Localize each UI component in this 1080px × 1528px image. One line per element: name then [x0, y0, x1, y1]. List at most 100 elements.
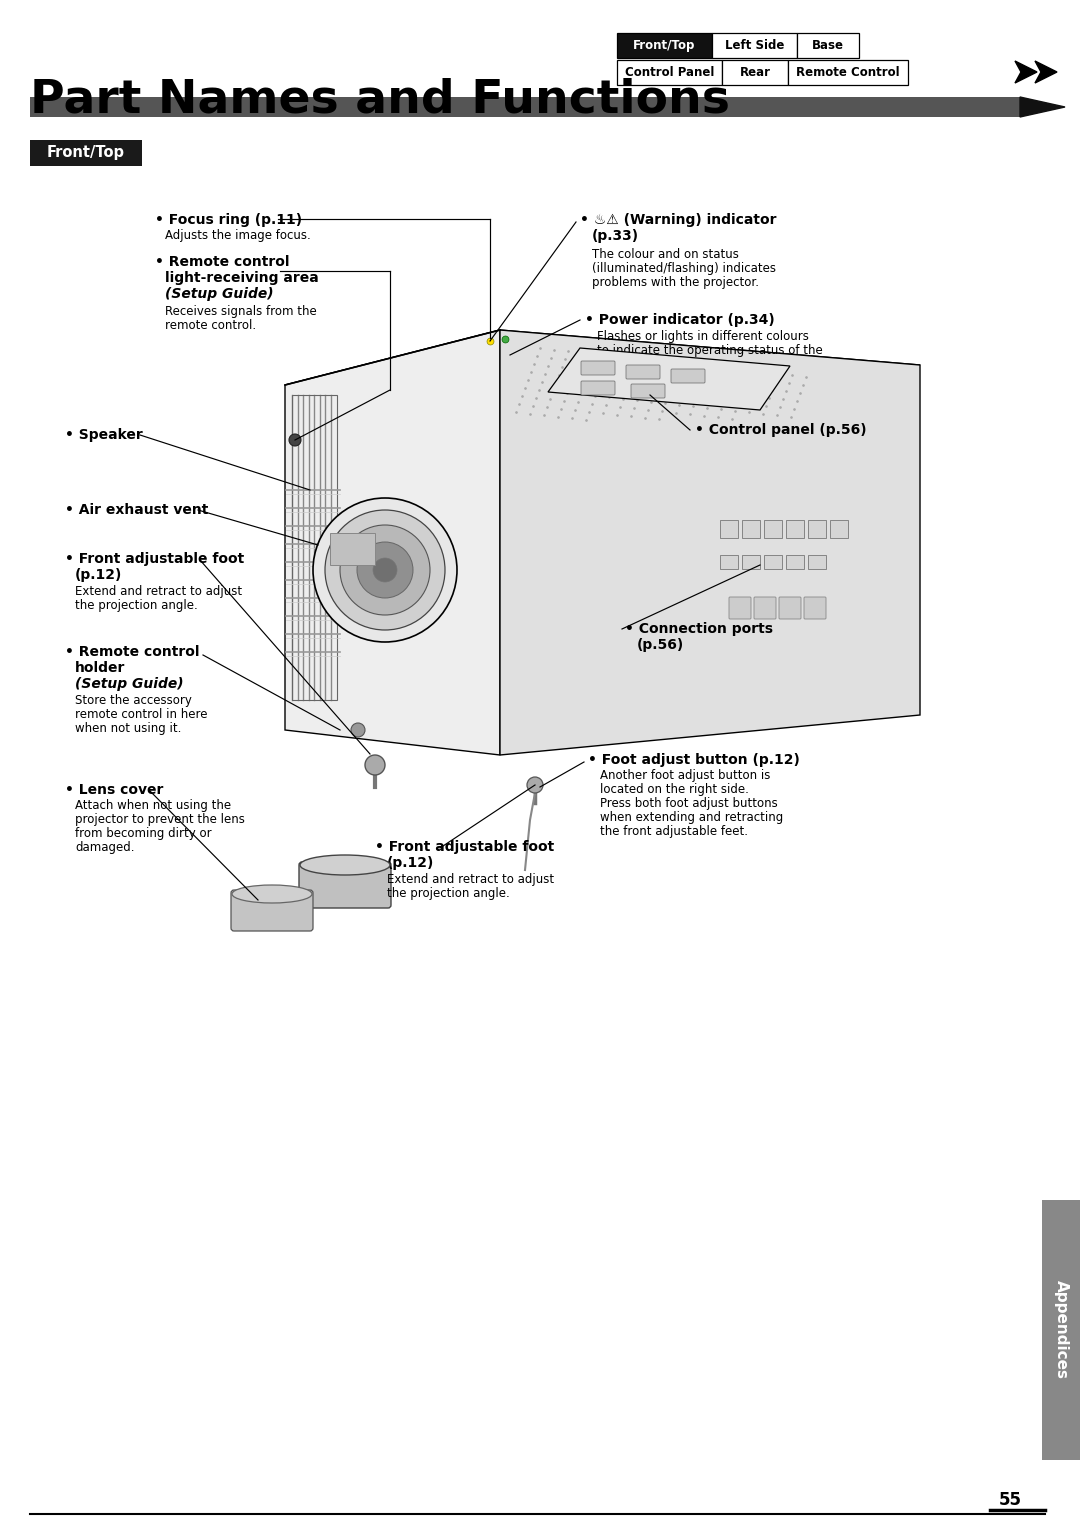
FancyBboxPatch shape — [742, 555, 760, 568]
FancyBboxPatch shape — [808, 555, 826, 568]
Text: to indicate the operating status of the: to indicate the operating status of the — [597, 344, 823, 358]
Text: • Lens cover: • Lens cover — [65, 782, 163, 798]
Circle shape — [365, 755, 384, 775]
FancyBboxPatch shape — [299, 862, 391, 908]
Text: Extend and retract to adjust: Extend and retract to adjust — [75, 585, 242, 597]
FancyBboxPatch shape — [723, 60, 788, 86]
Text: (Setup Guide): (Setup Guide) — [75, 677, 184, 691]
Text: light-receiving area: light-receiving area — [165, 270, 319, 286]
FancyBboxPatch shape — [631, 384, 665, 397]
Circle shape — [289, 434, 301, 446]
Text: • Front adjustable foot: • Front adjustable foot — [65, 552, 244, 565]
FancyBboxPatch shape — [1042, 1199, 1080, 1459]
Text: • Control panel (p.56): • Control panel (p.56) — [696, 423, 866, 437]
Text: 55: 55 — [999, 1491, 1022, 1510]
Text: Part Names and Functions: Part Names and Functions — [30, 78, 730, 122]
FancyBboxPatch shape — [671, 368, 705, 384]
FancyBboxPatch shape — [831, 520, 848, 538]
Text: the projection angle.: the projection angle. — [75, 599, 198, 613]
Text: Remote Control: Remote Control — [796, 66, 900, 79]
FancyBboxPatch shape — [330, 533, 375, 565]
Text: • Focus ring (p.11): • Focus ring (p.11) — [156, 212, 302, 228]
Text: The colour and on status: The colour and on status — [592, 248, 739, 261]
FancyBboxPatch shape — [30, 96, 1020, 118]
Text: projector.: projector. — [597, 358, 653, 371]
Text: holder: holder — [75, 662, 125, 675]
Text: Receives signals from the: Receives signals from the — [165, 306, 316, 318]
Text: (p.12): (p.12) — [75, 568, 122, 582]
FancyBboxPatch shape — [808, 520, 826, 538]
Text: • Connection ports: • Connection ports — [625, 622, 773, 636]
Text: • Remote control: • Remote control — [156, 255, 289, 269]
Text: • Power indicator (p.34): • Power indicator (p.34) — [585, 313, 774, 327]
Text: • Air exhaust vent: • Air exhaust vent — [65, 503, 208, 516]
FancyBboxPatch shape — [788, 60, 908, 86]
Text: Flashes or lights in different colours: Flashes or lights in different colours — [597, 330, 809, 342]
FancyBboxPatch shape — [797, 34, 859, 58]
FancyBboxPatch shape — [804, 597, 826, 619]
FancyBboxPatch shape — [786, 555, 804, 568]
Text: • Remote control: • Remote control — [65, 645, 200, 659]
Circle shape — [527, 778, 543, 793]
Text: Front/Top: Front/Top — [48, 145, 125, 160]
FancyBboxPatch shape — [581, 380, 615, 396]
FancyBboxPatch shape — [581, 361, 615, 374]
FancyBboxPatch shape — [754, 597, 777, 619]
Text: from becoming dirty or: from becoming dirty or — [75, 827, 212, 840]
Text: Store the accessory: Store the accessory — [75, 694, 192, 707]
Text: Another foot adjust button is: Another foot adjust button is — [600, 769, 770, 782]
Text: Press both foot adjust buttons: Press both foot adjust buttons — [600, 798, 778, 810]
FancyBboxPatch shape — [720, 555, 738, 568]
Text: Left Side: Left Side — [725, 40, 784, 52]
Text: remote control in here: remote control in here — [75, 707, 207, 721]
Text: Attach when not using the: Attach when not using the — [75, 799, 231, 811]
Text: (p.33): (p.33) — [592, 229, 639, 243]
Polygon shape — [285, 330, 500, 755]
Polygon shape — [1020, 96, 1065, 118]
FancyBboxPatch shape — [720, 520, 738, 538]
Text: • Front adjustable foot: • Front adjustable foot — [375, 840, 554, 854]
Polygon shape — [1015, 61, 1037, 83]
Text: Base: Base — [812, 40, 843, 52]
Text: (p.56): (p.56) — [637, 639, 685, 652]
Ellipse shape — [232, 885, 312, 903]
Text: • Speaker: • Speaker — [65, 428, 143, 442]
Text: when extending and retracting: when extending and retracting — [600, 811, 783, 824]
FancyBboxPatch shape — [231, 889, 313, 931]
FancyBboxPatch shape — [779, 597, 801, 619]
Circle shape — [373, 558, 397, 582]
Text: Appendices: Appendices — [1053, 1280, 1068, 1380]
FancyBboxPatch shape — [742, 520, 760, 538]
FancyBboxPatch shape — [764, 520, 782, 538]
Text: projector to prevent the lens: projector to prevent the lens — [75, 813, 245, 827]
Polygon shape — [285, 330, 920, 416]
Ellipse shape — [300, 885, 390, 905]
FancyBboxPatch shape — [786, 520, 804, 538]
Text: • ♨⚠ (Warning) indicator: • ♨⚠ (Warning) indicator — [580, 212, 777, 228]
Text: remote control.: remote control. — [165, 319, 256, 332]
Text: • Foot adjust button (p.12): • Foot adjust button (p.12) — [588, 753, 800, 767]
Text: Adjusts the image focus.: Adjusts the image focus. — [165, 229, 311, 241]
Text: damaged.: damaged. — [75, 840, 135, 854]
Polygon shape — [548, 348, 789, 410]
FancyBboxPatch shape — [764, 555, 782, 568]
Text: (p.12): (p.12) — [387, 856, 434, 869]
Text: the front adjustable feet.: the front adjustable feet. — [600, 825, 748, 837]
Circle shape — [340, 526, 430, 614]
Polygon shape — [500, 330, 920, 755]
Text: problems with the projector.: problems with the projector. — [592, 277, 759, 289]
Circle shape — [357, 542, 413, 597]
Polygon shape — [1035, 61, 1057, 83]
Text: Front/Top: Front/Top — [633, 40, 696, 52]
Ellipse shape — [232, 911, 312, 929]
Text: (illuminated/flashing) indicates: (illuminated/flashing) indicates — [592, 261, 777, 275]
Text: Extend and retract to adjust: Extend and retract to adjust — [387, 872, 554, 886]
Circle shape — [351, 723, 365, 736]
Text: (Setup Guide): (Setup Guide) — [165, 287, 273, 301]
Text: Control Panel: Control Panel — [625, 66, 714, 79]
Ellipse shape — [300, 856, 390, 876]
Text: the projection angle.: the projection angle. — [387, 886, 510, 900]
Text: when not using it.: when not using it. — [75, 723, 181, 735]
Circle shape — [313, 498, 457, 642]
FancyBboxPatch shape — [712, 34, 797, 58]
